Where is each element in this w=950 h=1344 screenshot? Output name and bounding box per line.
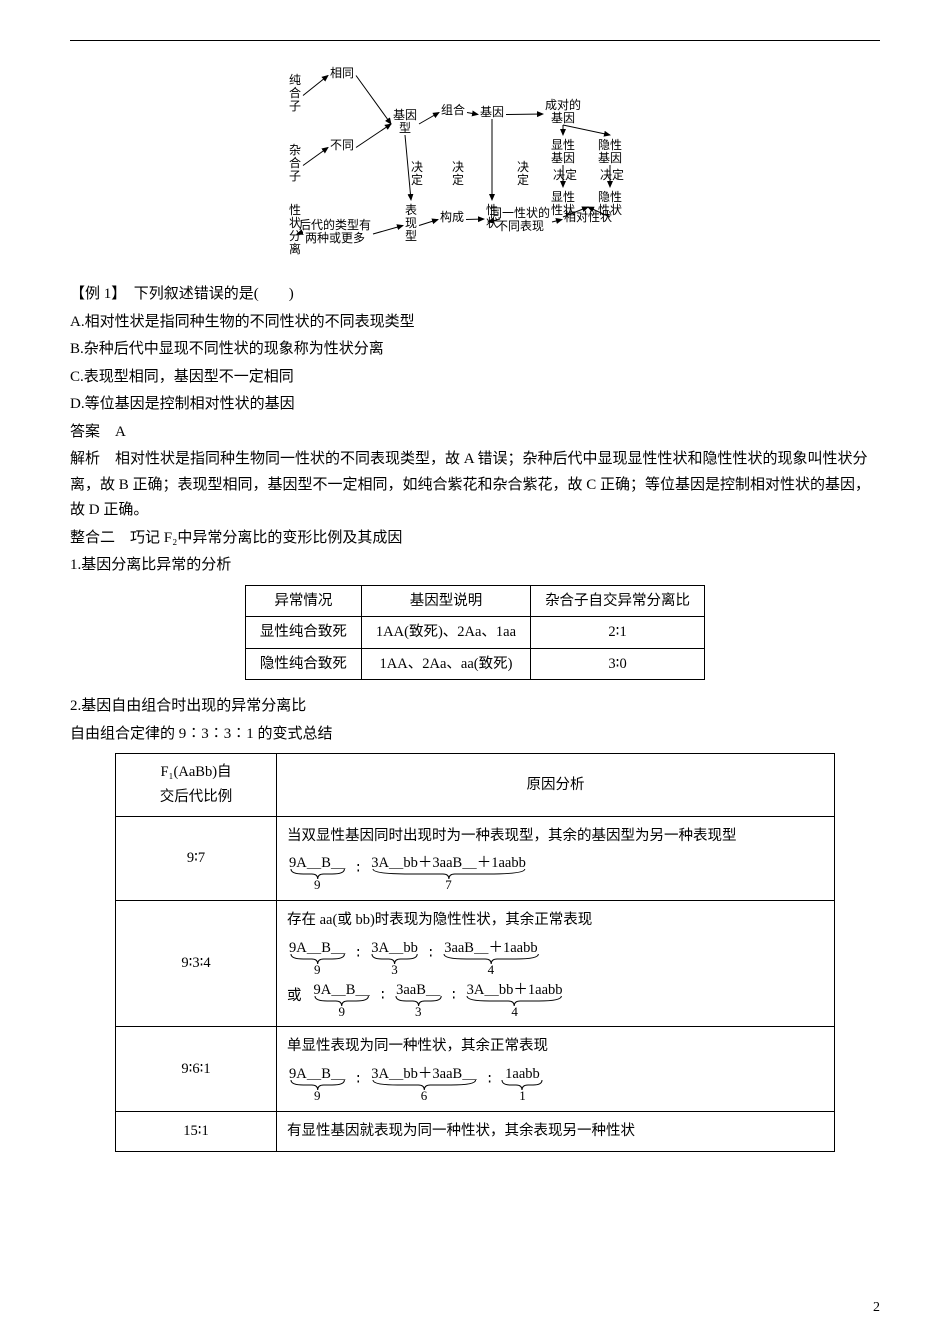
concept-diagram: 纯合子相同杂合子不同基因型组合基因成对的基因性状分离后代的类型有两种或更多表现型… — [260, 59, 690, 264]
page-number: 2 — [873, 1296, 880, 1320]
example-options: A.相对性状是指同种生物的不同性状的不同表现类型B.杂种后代中显现不同性状的现象… — [70, 310, 880, 418]
ratio-group: 1aabb 1 — [500, 1067, 544, 1103]
table-cell: 1AA(致死)、2Aa、1aa — [361, 617, 530, 649]
svg-text:成对的基因: 成对的基因 — [545, 97, 581, 125]
example-option: D.等位基因是控制相对性状的基因 — [70, 392, 880, 418]
example-answer: 答案 A — [70, 420, 880, 446]
example-heading: 【例 1】 下列叙述错误的是( ) — [70, 282, 880, 308]
analysis-cell: 存在 aa(或 bb)时表现为隐性性状，其余正常表现9A＿B＿ 9∶3A＿bb … — [277, 901, 835, 1027]
analysis-cell: 有显性基因就表现为同一种性状，其余表现另一种性状 — [277, 1111, 835, 1152]
svg-text:构成: 构成 — [440, 209, 464, 224]
ratio-group: 9A＿B＿ 9 — [287, 941, 347, 977]
svg-text:后代的类型有两种或更多: 后代的类型有两种或更多 — [299, 217, 371, 245]
ratio-group: 3A＿bb＋3aaB＿＋1aabb 7 — [369, 856, 528, 892]
svg-text:基因型: 基因型 — [393, 108, 417, 135]
table-cell: 3∶0 — [531, 648, 705, 680]
svg-text:不同: 不同 — [330, 138, 354, 152]
ratio-group: 9A＿B＿ 9 — [287, 856, 347, 892]
ratio-group: 3A＿bb＋1aabb 4 — [465, 983, 565, 1019]
svg-text:杂合子: 杂合子 — [289, 143, 301, 183]
svg-text:相同: 相同 — [330, 66, 354, 80]
ratio-group: 9A＿B＿ 9 — [287, 1067, 347, 1103]
analysis-cell: 单显性表现为同一种性状，其余正常表现9A＿B＿ 9∶3A＿bb＋3aaB＿ 6∶… — [277, 1027, 835, 1111]
table-cell: 1AA、2Aa、aa(致死) — [361, 648, 530, 680]
svg-text:组合: 组合 — [441, 102, 465, 117]
section2-sub2: 2.基因自由组合时出现的异常分离比 — [70, 694, 880, 720]
svg-text:基因: 基因 — [480, 105, 504, 119]
analysis-cell: 当双显性基因同时出现时为一种表现型，其余的基因型为另一种表现型9A＿B＿ 9∶3… — [277, 816, 835, 900]
table-header: 原因分析 — [277, 754, 835, 816]
table-header: 异常情况 — [245, 585, 361, 617]
ratio-group: 3A＿bb 3 — [369, 941, 420, 977]
svg-text:显性基因: 显性基因 — [551, 138, 575, 165]
table-cell: 2∶1 — [531, 617, 705, 649]
section2-sub2b: 自由组合定律的 9∶3∶3∶1 的变式总结 — [70, 722, 880, 748]
table-free-combination-variants: F₁(AaBb)自交后代比例原因分析9∶7当双显性基因同时出现时为一种表现型，其… — [115, 753, 835, 1152]
example-option: B.杂种后代中显现不同性状的现象称为性状分离 — [70, 337, 880, 363]
ratio-cell: 9∶6∶1 — [116, 1027, 277, 1111]
svg-text:纯合子: 纯合子 — [289, 73, 301, 113]
ratio-group: 9A＿B＿ 9 — [312, 983, 372, 1019]
svg-text:决定: 决定 — [517, 160, 529, 187]
svg-text:决定: 决定 — [600, 167, 624, 182]
ratio-cell: 9∶7 — [116, 816, 277, 900]
svg-text:决定: 决定 — [553, 167, 577, 182]
top-rule — [70, 40, 880, 41]
ratio-group: 3aaB＿ 3 — [394, 983, 443, 1019]
section2-sub1: 1.基因分离比异常的分析 — [70, 553, 880, 579]
ratio-group: 3aaB＿＋1aabb 4 — [442, 941, 540, 977]
example-option: A.相对性状是指同种生物的不同性状的不同表现类型 — [70, 310, 880, 336]
svg-text:决定: 决定 — [411, 160, 423, 187]
table-header: 杂合子自交异常分离比 — [531, 585, 705, 617]
example-analysis: 解析 相对性状是指同种生物同一性状的不同表现类型，故 A 错误；杂种后代中显现显… — [70, 447, 880, 524]
table-cell: 显性纯合致死 — [245, 617, 361, 649]
ratio-cell: 15∶1 — [116, 1111, 277, 1152]
table-header: 基因型说明 — [361, 585, 530, 617]
table-header: F₁(AaBb)自交后代比例 — [116, 754, 277, 816]
ratio-group: 3A＿bb＋3aaB＿ 6 — [369, 1067, 479, 1103]
section2-title: 整合二 巧记 F₂中异常分离比的变形比例及其成因 — [70, 526, 880, 552]
table-abnormal-segregation: 异常情况基因型说明杂合子自交异常分离比显性纯合致死1AA(致死)、2Aa、1aa… — [245, 585, 705, 681]
table-cell: 隐性纯合致死 — [245, 648, 361, 680]
svg-text:决定: 决定 — [452, 160, 464, 187]
ratio-cell: 9∶3∶4 — [116, 901, 277, 1027]
svg-text:显性性状: 显性性状 — [551, 190, 575, 217]
svg-text:表现型: 表现型 — [405, 203, 417, 243]
example-option: C.表现型相同，基因型不一定相同 — [70, 365, 880, 391]
svg-text:隐性基因: 隐性基因 — [598, 138, 622, 165]
